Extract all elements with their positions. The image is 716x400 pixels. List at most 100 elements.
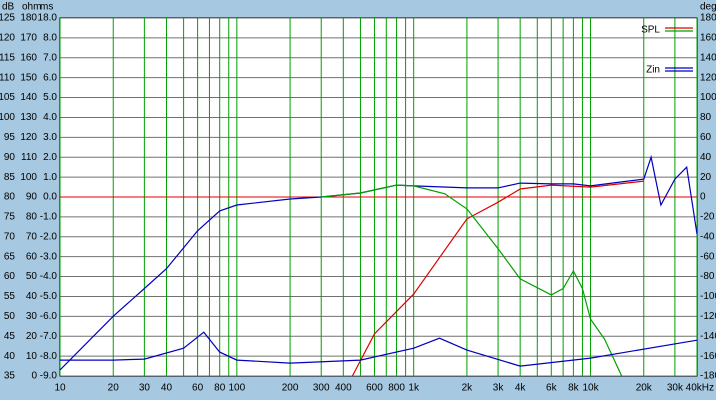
y2-tick-label: 180 <box>700 13 716 24</box>
y-tick-label: 115 <box>0 52 15 63</box>
curve <box>351 180 644 376</box>
y2-tick-label: 40 <box>700 152 712 163</box>
ohm-tick-label: 10 <box>26 351 38 362</box>
ohm-tick-label: 30 <box>26 311 38 322</box>
x-tick-label: 200 <box>282 383 299 394</box>
x-tick-label: 10k <box>582 383 599 394</box>
y2-tick-label: 100 <box>700 92 716 103</box>
x-tick-label: 2k <box>462 383 474 394</box>
legend-label: SPL <box>641 25 660 36</box>
ohm-tick-label: 110 <box>21 152 37 163</box>
x-tick-label: 10 <box>54 383 66 394</box>
y2-tick-label: 60 <box>700 132 712 143</box>
y2-tick-label: -120 <box>700 311 716 322</box>
y-tick-label: 110 <box>0 72 15 83</box>
y-tick-label: 50 <box>4 311 16 322</box>
y-tick-label: 40 <box>4 351 16 362</box>
ohm-tick-label: 150 <box>20 72 37 83</box>
x-tick-label: 40kHz <box>686 383 714 394</box>
ms-tick-label: -6.0 <box>40 311 58 322</box>
x-tick-label: 6k <box>546 383 558 394</box>
ohm-tick-label: 0 <box>31 371 37 382</box>
ohm-tick-label: 60 <box>26 251 38 262</box>
y2-tick-label: 140 <box>700 52 716 63</box>
ms-tick-label: 2.0 <box>43 152 57 163</box>
x-tick-label: 40 <box>161 383 173 394</box>
legend-label: Zin <box>646 65 660 76</box>
ms-tick-label: 5.0 <box>43 92 57 103</box>
y-tick-label: 105 <box>0 92 15 103</box>
y2-tick-label: 80 <box>700 112 712 123</box>
x-tick-label: 8k <box>568 383 580 394</box>
ms-tick-label: 4.0 <box>43 112 57 123</box>
ms-tick-label: -9.0 <box>40 371 58 382</box>
y2-tick-label: -100 <box>700 291 716 302</box>
y2-tick-label: -180 <box>700 371 716 382</box>
ohm-tick-label: 120 <box>20 132 37 143</box>
axis-header: deg <box>700 2 716 13</box>
x-tick-label: 4k <box>515 383 527 394</box>
ms-tick-label: -4.0 <box>40 271 58 282</box>
y2-tick-label: -60 <box>700 251 715 262</box>
ms-tick-label: -2.0 <box>40 231 58 242</box>
ohm-tick-label: 40 <box>26 291 38 302</box>
x-tick-label: 30k <box>667 383 684 394</box>
ms-tick-label: 18.0 <box>38 13 58 24</box>
y2-tick-label: -140 <box>700 331 716 342</box>
y2-tick-label: -160 <box>700 351 716 362</box>
y2-tick-label: 160 <box>700 33 716 44</box>
x-tick-label: 3k <box>493 383 505 394</box>
ms-tick-label: -8.0 <box>40 351 58 362</box>
y-tick-label: 125 <box>0 13 15 24</box>
ms-tick-label: -1.0 <box>40 212 58 223</box>
y-tick-label: 90 <box>4 152 16 163</box>
y2-tick-label: 120 <box>700 72 716 83</box>
x-tick-label: 20 <box>108 383 120 394</box>
ms-tick-label: -5.0 <box>40 291 58 302</box>
curve <box>321 184 623 376</box>
ohm-tick-label: 70 <box>26 231 38 242</box>
y2-tick-label: 20 <box>700 172 712 183</box>
x-tick-label: 800 <box>388 383 405 394</box>
axis-header: ohm <box>22 2 41 13</box>
ms-tick-label: 6.0 <box>43 72 57 83</box>
y2-tick-label: 0 <box>700 192 706 203</box>
y2-tick-label: -40 <box>700 231 715 242</box>
x-tick-label: 30 <box>139 383 151 394</box>
ms-tick-label: 1.0 <box>43 172 57 183</box>
ohm-tick-label: 180 <box>20 13 37 24</box>
x-tick-label: 1k <box>408 383 420 394</box>
x-tick-label: 100 <box>228 383 245 394</box>
ohm-tick-label: 50 <box>26 271 38 282</box>
curve <box>60 331 697 367</box>
x-tick-label: 80 <box>214 383 226 394</box>
x-tick-label: 600 <box>366 383 383 394</box>
ohm-tick-label: 170 <box>20 33 37 44</box>
y-tick-label: 85 <box>4 172 16 183</box>
ms-tick-label: 8.0 <box>43 33 57 44</box>
x-tick-label: 300 <box>313 383 330 394</box>
ms-tick-label: 0.0 <box>43 192 57 203</box>
y-tick-label: 100 <box>0 112 15 123</box>
ms-tick-label: -7.0 <box>40 331 58 342</box>
ms-tick-label: -3.0 <box>40 251 58 262</box>
y-tick-label: 75 <box>4 212 16 223</box>
ohm-tick-label: 90 <box>26 192 38 203</box>
y-tick-label: 35 <box>4 371 16 382</box>
x-tick-label: 20k <box>636 383 653 394</box>
ohm-tick-label: 20 <box>26 331 38 342</box>
ohm-tick-label: 140 <box>20 92 37 103</box>
y-tick-label: 70 <box>4 231 16 242</box>
ohm-tick-label: 160 <box>20 52 37 63</box>
axis-header: dB <box>2 2 15 13</box>
ms-tick-label: 3.0 <box>43 132 57 143</box>
y2-tick-label: -80 <box>700 271 715 282</box>
curve <box>60 154 697 371</box>
y-tick-label: 80 <box>4 192 16 203</box>
y-tick-label: 65 <box>4 251 16 262</box>
ohm-tick-label: 130 <box>20 112 37 123</box>
y-tick-label: 120 <box>0 33 15 44</box>
y-tick-label: 45 <box>4 331 16 342</box>
ms-tick-label: 7.0 <box>43 52 57 63</box>
